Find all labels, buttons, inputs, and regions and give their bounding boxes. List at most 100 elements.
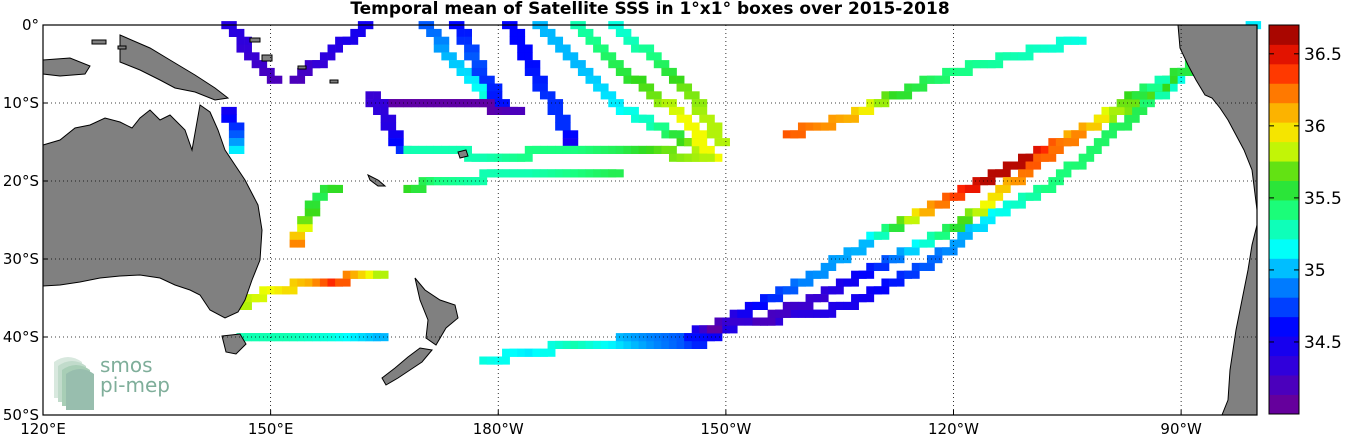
sss-cell [805, 122, 814, 131]
land-new-caledonia [367, 173, 387, 187]
colorbar-segment [1269, 238, 1299, 259]
sss-cell [502, 153, 510, 162]
sss-cell [1055, 36, 1064, 45]
sss-cell [873, 286, 882, 295]
sss-cell [699, 145, 708, 154]
sss-cell [964, 231, 973, 240]
sss-cell [312, 278, 321, 287]
sss-cell [327, 278, 336, 287]
sss-cell [631, 106, 639, 115]
sss-cell [509, 348, 518, 357]
sss-cell [297, 223, 306, 232]
sss-cell [585, 28, 594, 37]
sss-cell [866, 239, 875, 248]
sss-cell [942, 231, 951, 240]
sss-cell [486, 153, 495, 162]
sss-cell [668, 130, 677, 139]
sss-cell [797, 130, 806, 139]
sss-cell [911, 208, 920, 217]
land-layer [42, 24, 1258, 416]
sss-cell [319, 60, 328, 69]
sss-cell [653, 60, 662, 69]
colorbar-segment [1269, 141, 1299, 162]
sss-cell [342, 36, 351, 45]
sss-cell [790, 301, 799, 310]
y-tick-label: 50°S [3, 406, 39, 424]
sss-cell [661, 145, 670, 154]
colorbar-segment [1269, 258, 1299, 279]
sss-cell [615, 106, 624, 115]
sss-cell [661, 67, 670, 76]
sss-cell [699, 114, 708, 123]
sss-cell [342, 270, 351, 279]
sss-cell [532, 169, 541, 178]
sss-cell [926, 255, 935, 264]
island-6 [329, 79, 339, 84]
sss-cell [668, 153, 677, 162]
sss-cell [926, 208, 935, 217]
sss-cell [638, 44, 647, 53]
sss-cell [471, 153, 480, 162]
sss-cell [365, 99, 374, 108]
sss-cell [562, 169, 571, 178]
sss-cell [464, 44, 472, 53]
sss-cell [517, 44, 526, 53]
sss-cell [782, 309, 791, 318]
colorbar-segment [1269, 83, 1299, 104]
sss-cell [684, 114, 693, 123]
sss-cell [1017, 161, 1026, 170]
sss-cell [509, 169, 518, 178]
sss-cell [1010, 200, 1019, 209]
sss-cell [775, 286, 784, 295]
sss-cell [577, 169, 586, 178]
colorbar-tick-label: 36.5 [1304, 45, 1342, 65]
sss-cell [926, 75, 935, 84]
sss-cell [851, 106, 859, 115]
sss-cell [881, 223, 890, 232]
sss-cell [911, 262, 920, 271]
sss-cell [926, 231, 935, 240]
sss-cell [828, 114, 837, 123]
sss-cell [949, 192, 958, 201]
sss-cell [517, 36, 526, 45]
sss-cell [714, 122, 723, 131]
sss-cell [244, 36, 252, 45]
sss-cell [1131, 106, 1140, 115]
sss-cell [1116, 99, 1125, 108]
sss-cell [395, 138, 404, 147]
y-tick-label: 0° [22, 16, 39, 34]
sss-cell [684, 333, 693, 342]
sss-cell [911, 239, 920, 248]
sss-cell [350, 270, 359, 279]
sss-cell [828, 262, 837, 271]
sss-cell [1055, 44, 1064, 53]
sss-cell [593, 145, 601, 154]
sss-cell [297, 67, 306, 76]
sss-cell [866, 270, 875, 279]
sss-cell [555, 106, 564, 115]
sss-cell [668, 333, 677, 342]
sss-cell [896, 270, 905, 279]
sss-cell [949, 239, 958, 248]
sss-cell [380, 333, 389, 342]
sss-cell [464, 75, 472, 84]
x-tick-label: 150°W [700, 420, 751, 436]
x-tick-label: 120°W [928, 420, 979, 436]
sss-cell [1040, 153, 1049, 162]
sss-cell [1017, 200, 1026, 209]
map-title: Temporal mean of Satellite SSS in 1°x1° … [350, 0, 949, 19]
sss-cell [615, 67, 624, 76]
sss-cell [1154, 75, 1163, 84]
sss-cell [911, 247, 920, 256]
sss-cell [714, 333, 723, 342]
sss-cell [524, 52, 533, 61]
sss-cell [1124, 122, 1133, 131]
colorbar: 34.5 35 35.5 36 36.5 [1268, 24, 1342, 415]
sss-cell [797, 122, 806, 131]
sss-cell [304, 67, 313, 76]
map-gridlines [43, 25, 1257, 415]
sss-cell [676, 153, 685, 162]
sss-cell [668, 67, 677, 76]
sss-cell [357, 333, 366, 342]
sss-cell [274, 286, 283, 295]
